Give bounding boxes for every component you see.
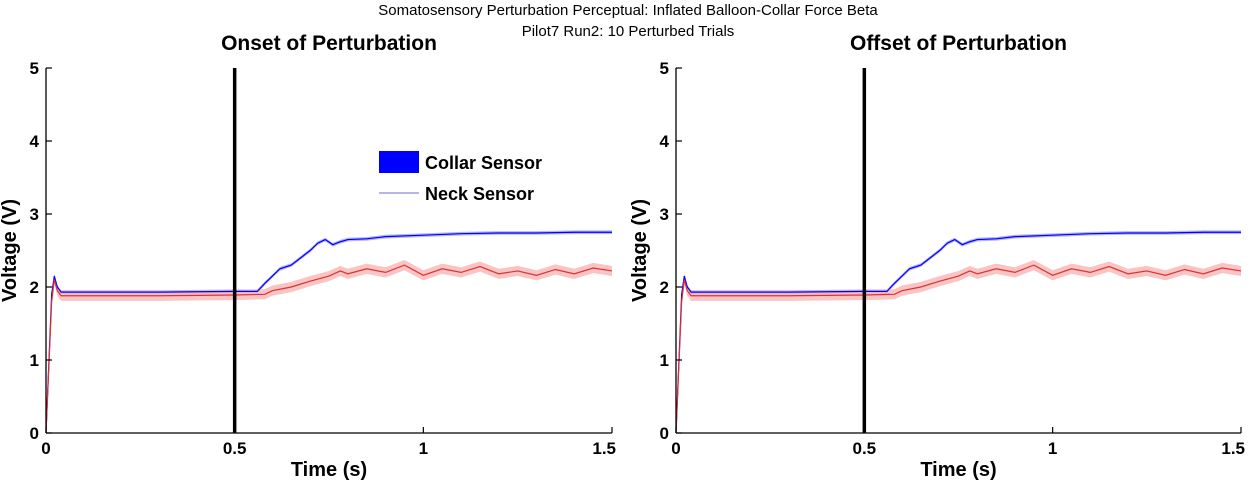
x-axis-label: Time (s) xyxy=(291,459,367,481)
series-line-1 xyxy=(45,264,613,434)
y-tick-label: 3 xyxy=(660,205,669,224)
y-tick-label: 3 xyxy=(30,205,39,224)
legend-swatch-collar xyxy=(379,151,419,173)
figure-suptitle-line2: Pilot7 Run2: 10 Perturbed Trials xyxy=(522,23,735,40)
y-tick-label: 0 xyxy=(30,424,39,443)
y-tick-label: 2 xyxy=(30,278,39,297)
legend: Collar Sensor Neck Sensor xyxy=(379,151,542,204)
y-axis-label: Voltage (V) xyxy=(629,199,651,302)
series-band-1 xyxy=(676,259,1241,439)
panel-onset: Onset of Perturbation 0 1 2 3 4 5 0 0.5 1 1.5 Time … xyxy=(0,32,616,481)
x-axis-label: Time (s) xyxy=(920,459,996,481)
series-line-0 xyxy=(675,231,1241,434)
y-axis-label: Voltage (V) xyxy=(0,199,21,302)
x-tick-label: 0.5 xyxy=(223,439,247,458)
series-band-0 xyxy=(46,230,612,435)
series-band-1 xyxy=(46,259,612,439)
y-tick-label: 5 xyxy=(30,59,39,78)
x-tick-label: 1.5 xyxy=(1221,439,1245,458)
x-tick-label: 0 xyxy=(41,439,50,458)
x-tick-label: 0 xyxy=(671,439,680,458)
y-tick-label: 4 xyxy=(660,132,670,151)
y-tick-label: 5 xyxy=(660,59,669,78)
series-line-1 xyxy=(675,264,1242,434)
x-tick-label: 1 xyxy=(419,439,428,458)
y-tick-label: 0 xyxy=(660,424,669,443)
series-band-0 xyxy=(676,230,1241,435)
panel-title: Offset of Perturbation xyxy=(850,32,1067,55)
legend-label: Neck Sensor xyxy=(425,184,534,204)
figure-suptitle-line1: Somatosensory Perturbation Perceptual: I… xyxy=(378,2,878,19)
panel-title: Onset of Perturbation xyxy=(221,32,437,55)
panel-offset: Offset of Perturbation 0 1 2 3 4 5 0 0.5 1 1.5 Time… xyxy=(629,32,1245,481)
y-tick-label: 4 xyxy=(30,132,40,151)
y-tick-label: 1 xyxy=(30,351,39,370)
x-tick-label: 1 xyxy=(1048,439,1057,458)
y-tick-label: 2 xyxy=(660,278,669,297)
legend-label: Collar Sensor xyxy=(425,153,542,173)
x-tick-label: 0.5 xyxy=(853,439,877,458)
x-tick-label: 1.5 xyxy=(592,439,616,458)
y-tick-label: 1 xyxy=(660,351,669,370)
series-line-0 xyxy=(45,231,612,434)
